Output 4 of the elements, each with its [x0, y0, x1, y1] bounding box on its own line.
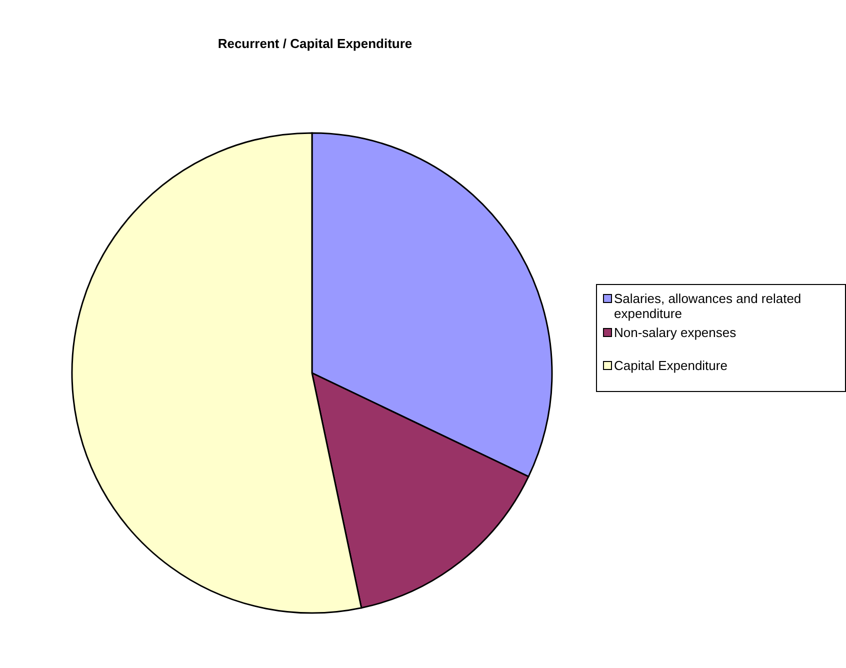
legend-label: Non-salary expenses — [614, 325, 736, 340]
legend-label: Salaries, allowances and related expenditure — [614, 291, 802, 321]
legend-label: Capital Expenditure — [614, 358, 728, 373]
chart-title: Recurrent / Capital Expenditure — [216, 36, 414, 51]
